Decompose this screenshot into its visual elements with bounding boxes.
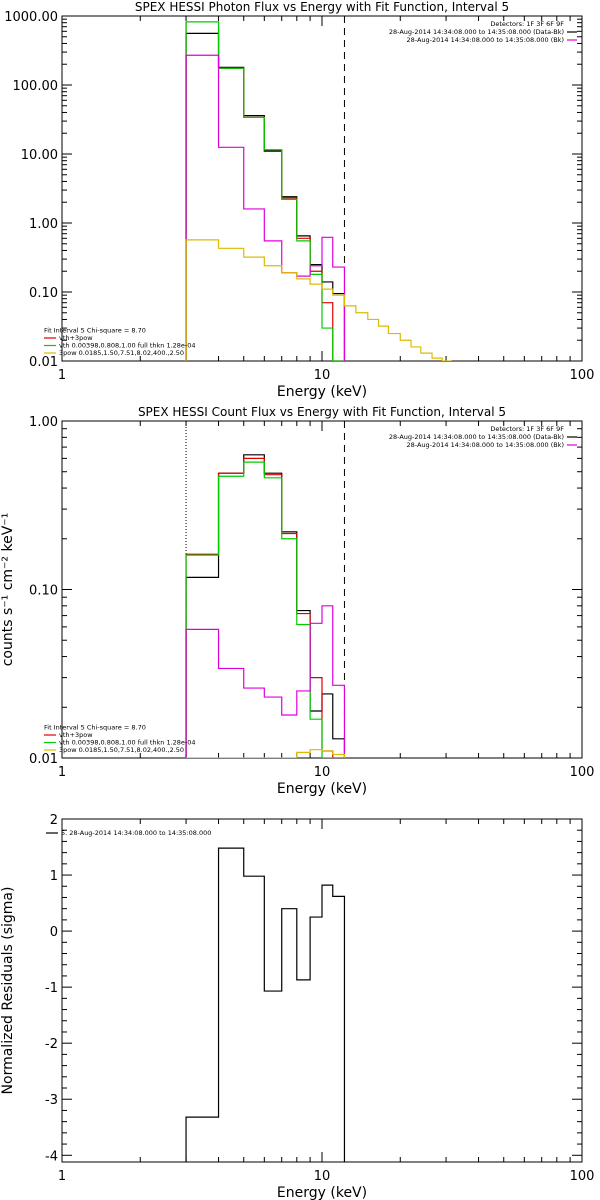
x-tick-label: 10 bbox=[314, 368, 331, 383]
x-axis-label: Energy (keV) bbox=[277, 1185, 367, 1200]
count-flux-panel: SPEX HESSI Count Flux vs Energy with Fit… bbox=[0, 405, 594, 797]
x-tick-label: 10 bbox=[314, 1169, 331, 1184]
legend-vth: vth 0.00398,0.808,1.00 full thkn 1.28e-0… bbox=[59, 739, 196, 747]
series-line-3 bbox=[185, 605, 346, 758]
y-tick-label: 0.01 bbox=[29, 355, 58, 370]
series-line-2 bbox=[185, 21, 345, 361]
y-tick-label: 100.00 bbox=[13, 79, 59, 94]
series-line-4 bbox=[186, 749, 346, 758]
legend-interval: 5. 28-Aug-2014 14:34:08.000 to 14:35:08.… bbox=[61, 829, 211, 837]
x-tick-label: 1 bbox=[58, 765, 66, 780]
y-tick-label: 10.00 bbox=[21, 148, 58, 163]
x-tick-label: 1 bbox=[58, 1169, 66, 1184]
legend-3pow: 3pow 0.0185,1.50,7.51,8.02,400.,2.50 bbox=[59, 746, 184, 754]
y-tick-label: 0 bbox=[50, 925, 58, 940]
legend-fit-interval: Fit Interval 5 Chi-square = 8.70 bbox=[44, 327, 146, 335]
legend-3pow: 3pow 0.0185,1.50,7.51,8.02,400.,2.50 bbox=[59, 349, 184, 357]
y-tick-label: 0.10 bbox=[29, 584, 58, 599]
plot-frame bbox=[61, 818, 583, 1163]
series-group bbox=[185, 21, 452, 361]
legend-data-bk: 28-Aug-2014 14:34:08.000 to 14:35:08.000… bbox=[389, 433, 564, 441]
residuals-panel: 1 10 100 -4 -3 -2 -1 0 1 2 Energy (keV) Normalized … bbox=[0, 813, 594, 1200]
series-group bbox=[185, 847, 346, 1162]
chart-title: SPEX HESSI Count Flux vs Energy with Fit… bbox=[138, 405, 506, 419]
photon-flux-panel: SPEX HESSI Photon Flux vs Energy with Fi… bbox=[4, 0, 594, 400]
legend-vth-3pow: vth+3pow bbox=[59, 731, 93, 739]
x-axis-label: Energy (keV) bbox=[277, 781, 367, 797]
x-tick-label: 1 bbox=[58, 368, 66, 383]
y-axis-label: Normalized Residuals (sigma) bbox=[0, 887, 16, 1095]
x-tick-label: 100 bbox=[570, 368, 595, 383]
legend-data-bk: 28-Aug-2014 14:34:08.000 to 14:35:08.000… bbox=[389, 28, 564, 36]
series-line-1 bbox=[185, 21, 345, 361]
y-tick-label: 1.00 bbox=[29, 217, 58, 232]
series-line-0 bbox=[185, 32, 346, 361]
series-line-0 bbox=[185, 454, 346, 758]
y-tick-label: 0.10 bbox=[29, 286, 58, 301]
series-line-2 bbox=[185, 461, 345, 758]
series-group bbox=[185, 454, 346, 758]
y-axis-label: counts s⁻¹ cm⁻² keV⁻¹ bbox=[0, 513, 16, 667]
y-tick-label: 1000.00 bbox=[4, 10, 58, 25]
legend-bk: 28-Aug-2014 14:34:08.000 to 14:35:08.000… bbox=[407, 441, 564, 449]
y-tick-label: -2 bbox=[45, 1037, 58, 1052]
chart-title: SPEX HESSI Photon Flux vs Energy with Fi… bbox=[135, 0, 509, 14]
x-tick-label: 10 bbox=[314, 765, 331, 780]
legend-bk: 28-Aug-2014 14:34:08.000 to 14:35:08.000… bbox=[407, 36, 564, 44]
x-tick-label: 100 bbox=[570, 1169, 595, 1184]
legend-vth-3pow: vth+3pow bbox=[59, 334, 93, 342]
legend-fit-interval: Fit Interval 5 Chi-square = 8.70 bbox=[44, 724, 146, 732]
y-tick-label: 0.01 bbox=[29, 752, 58, 767]
y-tick-label: -4 bbox=[45, 1149, 58, 1164]
series-line-0 bbox=[185, 847, 346, 1162]
series-line-4 bbox=[185, 239, 452, 361]
y-tick-label: 2 bbox=[50, 813, 58, 828]
y-tick-label: -3 bbox=[45, 1093, 58, 1108]
x-tick-label: 100 bbox=[570, 765, 595, 780]
legend-vth: vth 0.00398,0.808,1.00 full thkn 1.28e-0… bbox=[59, 342, 196, 350]
legend-detectors: Detectors: 1F 3F 6F 9F bbox=[490, 20, 564, 28]
y-tick-label: 1 bbox=[50, 869, 58, 884]
y-tick-label: 1.00 bbox=[29, 415, 58, 430]
x-axis-label: Energy (keV) bbox=[277, 384, 367, 400]
legend-detectors: Detectors: 1F 3F 6F 9F bbox=[490, 425, 564, 433]
series-line-1 bbox=[185, 457, 345, 758]
series-line-3 bbox=[185, 54, 346, 361]
y-tick-label: -1 bbox=[45, 981, 58, 996]
